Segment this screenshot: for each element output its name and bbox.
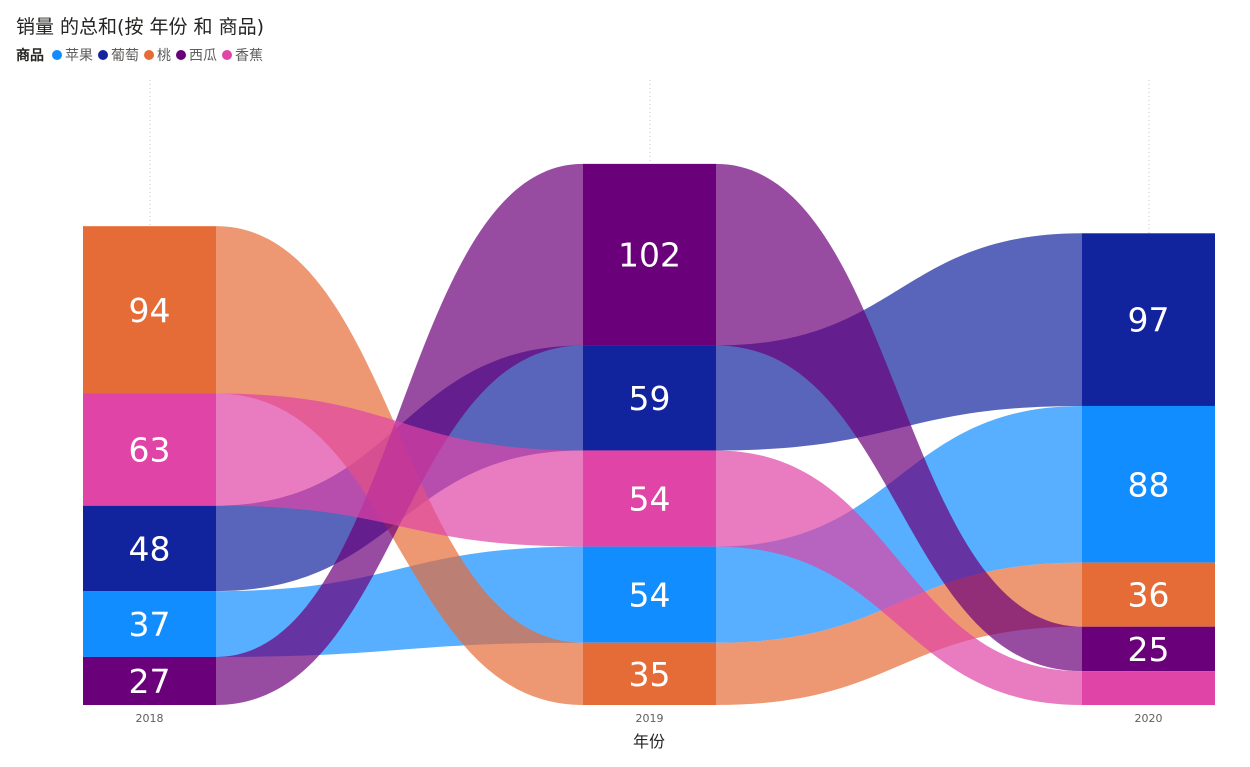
legend-item-grape[interactable]: 葡萄 xyxy=(98,45,139,65)
x-axis-title: 年份 xyxy=(633,732,665,751)
ribbons xyxy=(216,163,1082,705)
legend-label: 葡萄 xyxy=(111,48,139,64)
legend-label: 桃 xyxy=(157,48,171,64)
legend-dot xyxy=(144,50,154,60)
ribbon[interactable] xyxy=(716,450,1082,705)
data-label: 25 xyxy=(1128,630,1170,669)
data-label: 63 xyxy=(129,431,171,470)
legend-item-peach[interactable]: 桃 xyxy=(144,45,171,65)
data-label: 59 xyxy=(629,379,671,418)
data-label: 97 xyxy=(1128,301,1170,340)
data-label: 27 xyxy=(129,662,171,701)
data-label: 35 xyxy=(629,655,671,694)
column-segment[interactable] xyxy=(83,656,216,705)
column-segment[interactable] xyxy=(583,163,716,346)
ribbon[interactable] xyxy=(716,233,1082,451)
data-label: 88 xyxy=(1128,465,1170,504)
legend-item-banana[interactable]: 香蕉 xyxy=(222,45,263,65)
x-tick-label: 2018 xyxy=(136,712,164,725)
legend: 商品 苹果 葡萄 桃 西瓜 香蕉 xyxy=(16,45,268,65)
x-axis-ticks: 2018 2019 2020 xyxy=(136,712,1163,725)
column-segment[interactable] xyxy=(1082,233,1215,406)
chart-title: 销量 的总和(按 年份 和 商品) xyxy=(16,16,264,38)
column-segment[interactable] xyxy=(583,450,716,547)
column-segment[interactable] xyxy=(1082,671,1215,705)
column-segment[interactable] xyxy=(83,591,216,657)
legend-title: 商品 xyxy=(16,48,44,64)
legend-dot xyxy=(176,50,186,60)
legend-item-watermelon[interactable]: 西瓜 xyxy=(176,45,217,65)
column-segment[interactable] xyxy=(83,505,216,592)
value-labels: 37 48 94 27 63 54 59 35 102 54 88 97 36 25 xyxy=(129,236,1170,701)
data-label: 54 xyxy=(629,576,671,615)
columns xyxy=(83,163,1215,705)
legend-dot xyxy=(52,50,62,60)
legend-label: 苹果 xyxy=(65,48,93,64)
legend-dot xyxy=(98,50,108,60)
column-segment[interactable] xyxy=(583,546,716,643)
data-label: 102 xyxy=(618,236,681,275)
column-segment[interactable] xyxy=(1082,562,1215,627)
data-label: 54 xyxy=(629,480,671,519)
legend-dot xyxy=(222,50,232,60)
data-label: 37 xyxy=(129,605,171,644)
data-label: 94 xyxy=(129,291,171,330)
legend-label: 西瓜 xyxy=(189,48,217,64)
data-label: 48 xyxy=(129,529,171,568)
column-segment[interactable] xyxy=(83,226,216,394)
ribbon[interactable] xyxy=(716,405,1082,643)
column-segment[interactable] xyxy=(1082,405,1215,563)
column-segment[interactable] xyxy=(83,393,216,506)
legend-label: 香蕉 xyxy=(235,48,263,64)
column-segment[interactable] xyxy=(1082,626,1215,672)
ribbon[interactable] xyxy=(216,393,583,547)
data-label: 36 xyxy=(1128,576,1170,615)
column-segment[interactable] xyxy=(583,345,716,451)
x-tick-label: 2019 xyxy=(636,712,664,725)
legend-item-apple[interactable]: 苹果 xyxy=(52,45,93,65)
column-segment[interactable] xyxy=(583,642,716,705)
x-tick-label: 2020 xyxy=(1135,712,1163,725)
ribbon[interactable] xyxy=(716,163,1082,672)
